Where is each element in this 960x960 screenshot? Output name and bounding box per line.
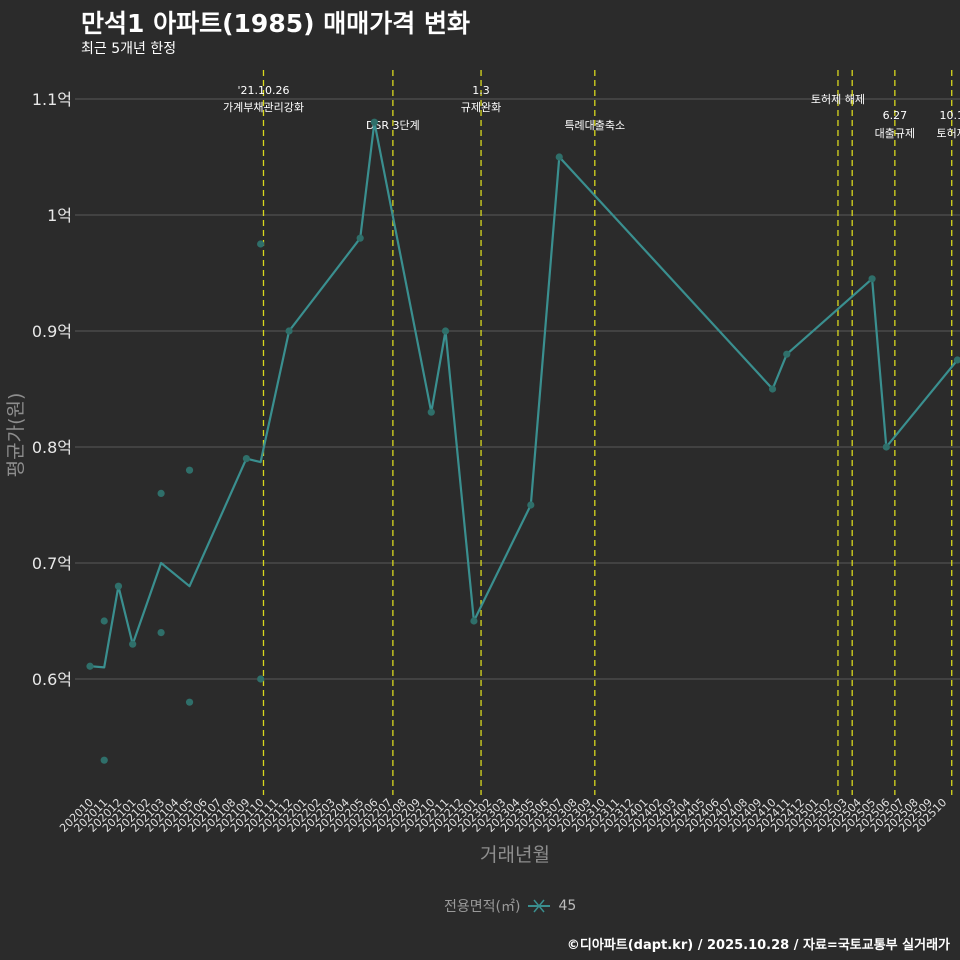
data-point xyxy=(356,234,364,242)
data-point xyxy=(427,408,435,416)
data-point xyxy=(257,675,265,683)
y-tick-label: 0.9억 xyxy=(32,322,72,341)
chart-subtitle: 최근 5개년 한정 xyxy=(81,41,177,57)
event-label: 가계부채관리강화 xyxy=(223,101,304,114)
y-tick-label: 0.6억 xyxy=(32,670,72,689)
data-point xyxy=(242,455,251,463)
y-tick-label: 0.7억 xyxy=(32,554,72,573)
data-point xyxy=(100,617,108,625)
chart-title: 만석1 아파트(1985) 매매가격 변화 xyxy=(81,9,470,38)
y-tick-label: 1.1억 xyxy=(32,90,72,109)
event-date-label: 10.1 xyxy=(939,109,960,122)
event-date-label: '21.10.26 xyxy=(237,84,289,97)
data-point xyxy=(100,756,108,764)
source-caption: ©디아파트(dapt.kr) / 2025.10.28 / 자료=국토교통부 실… xyxy=(566,938,950,953)
data-point xyxy=(157,629,165,637)
y-tick-label: 0.8억 xyxy=(32,438,72,457)
event-label: DSR 3단계 xyxy=(366,119,420,132)
data-point xyxy=(285,327,293,335)
legend-title: 전용면적(㎡) xyxy=(444,899,521,915)
y-axis-title: 평균가(원) xyxy=(5,393,27,478)
event-date-label: 6.27 xyxy=(883,109,908,122)
data-point xyxy=(953,356,960,364)
event-date-label: 1.3 xyxy=(472,84,490,97)
x-axis-ticks: 2020102020112020122021012021022021032021… xyxy=(57,796,949,835)
data-point xyxy=(555,153,563,161)
series-45 xyxy=(86,118,960,764)
event-label: 토허제 xyxy=(937,127,960,140)
data-point xyxy=(129,640,137,648)
legend-label: 45 xyxy=(558,898,577,914)
data-point xyxy=(185,466,194,474)
data-point xyxy=(882,443,890,451)
grid-lines xyxy=(75,98,960,680)
data-point xyxy=(441,327,450,335)
x-axis-title: 거래년월 xyxy=(480,844,550,866)
data-point xyxy=(86,662,94,670)
data-point xyxy=(527,501,535,509)
series-line-45 xyxy=(89,121,959,669)
data-point xyxy=(370,118,378,126)
data-point xyxy=(157,489,165,497)
data-point xyxy=(470,617,478,625)
event-label: 규제완화 xyxy=(461,101,501,114)
data-point xyxy=(114,582,123,590)
data-point xyxy=(185,698,194,706)
legend-key-icon xyxy=(528,899,551,913)
legend: 전용면적(㎡) 45 xyxy=(444,896,576,916)
y-axis-ticks: 0.6억 0.7억 0.8억 0.9억 1억 1.1억 xyxy=(32,90,72,689)
data-point xyxy=(783,350,791,358)
event-label: 특례대출축소 xyxy=(564,119,625,132)
event-label: 토허제 해제 xyxy=(811,92,865,106)
data-point xyxy=(257,240,265,248)
event-label: 대출규제 xyxy=(875,127,915,140)
data-point xyxy=(768,385,777,393)
data-point xyxy=(868,275,876,283)
y-tick-label: 1억 xyxy=(47,206,72,225)
